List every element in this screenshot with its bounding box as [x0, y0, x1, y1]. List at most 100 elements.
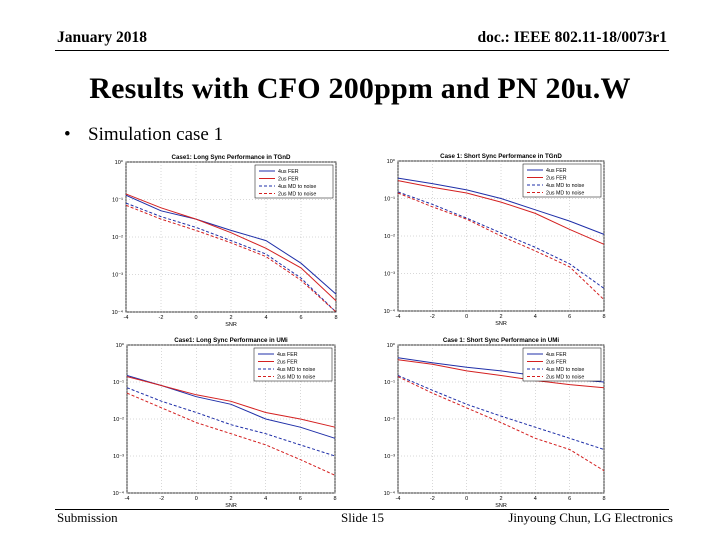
- x-tick-label: 6: [568, 314, 571, 320]
- legend-label: 2us FER: [546, 176, 567, 182]
- x-tick-label: 6: [299, 496, 302, 502]
- y-tick-label: 10⁻³: [384, 454, 395, 460]
- x-tick-label: 8: [333, 496, 336, 502]
- bullet-item: • Simulation case 1: [64, 124, 223, 146]
- chart-title: Case1: Long Sync Performance in TGnD: [172, 154, 291, 161]
- x-tick-label: 0: [194, 315, 197, 321]
- series-line: [126, 376, 336, 428]
- y-tick-label: 10⁻¹: [384, 197, 395, 203]
- x-tick-label: 2: [499, 314, 502, 320]
- x-tick-label: -4: [396, 496, 401, 502]
- y-tick-label: 10⁻³: [113, 454, 124, 460]
- header-divider: [55, 50, 669, 51]
- y-tick-label: 10⁻¹: [112, 198, 123, 204]
- x-tick-label: -2: [430, 496, 435, 502]
- bullet-text: Simulation case 1: [88, 124, 224, 145]
- x-tick-label: 8: [334, 315, 337, 321]
- series-line: [397, 376, 605, 472]
- x-tick-label: 6: [299, 315, 302, 321]
- header-date: January 2018: [57, 29, 147, 46]
- x-tick-label: -4: [124, 315, 129, 321]
- x-axis-label: SNR: [225, 322, 237, 328]
- x-axis-label: SNR: [495, 503, 507, 509]
- legend-label: 2us MD to noise: [546, 375, 584, 381]
- series-line: [125, 202, 337, 313]
- series-line: [397, 180, 605, 245]
- y-tick-label: 10⁻²: [384, 417, 395, 423]
- x-tick-label: -4: [125, 496, 130, 502]
- series-line: [126, 392, 336, 476]
- x-tick-label: -2: [430, 314, 435, 320]
- x-tick-label: -2: [159, 496, 164, 502]
- chart-2: Case 1: Short Sync Performance in TGnD -4…: [384, 153, 606, 327]
- y-tick-label: 10⁻³: [112, 273, 123, 279]
- y-tick-label: 10⁻²: [113, 417, 124, 423]
- y-tick-label: 10⁻¹: [384, 380, 395, 386]
- series-line: [125, 194, 337, 295]
- x-axis-label: SNR: [225, 503, 237, 509]
- chart-title: Case 1: Short Sync Performance in TGnD: [440, 153, 562, 160]
- legend-label: 4us MD to noise: [278, 184, 316, 190]
- x-tick-label: 0: [195, 496, 198, 502]
- x-tick-label: 2: [499, 496, 502, 502]
- legend-label: 2us FER: [277, 360, 298, 366]
- legend-label: 4us MD to noise: [277, 367, 315, 373]
- legend-label: 2us MD to noise: [278, 192, 316, 198]
- legend-label: 2us FER: [546, 360, 567, 366]
- chart-1: Case1: Long Sync Performance in TGnD -4 -2…: [112, 154, 338, 328]
- x-tick-label: -2: [159, 315, 164, 321]
- footer-author: Jinyoung Chun, LG Electronics: [508, 510, 673, 525]
- bullet-dot-icon: •: [64, 124, 71, 145]
- legend-label: 2us MD to noise: [546, 191, 584, 197]
- chart-4: Case 1: Short Sync Performance in UMi -4 -…: [384, 337, 606, 509]
- chart-title: Case 1: Short Sync Performance in UMi: [443, 337, 560, 344]
- y-tick-label: 10⁰: [115, 159, 124, 166]
- x-tick-label: 4: [264, 496, 267, 502]
- legend-label: 4us FER: [546, 352, 567, 358]
- legend-label: 4us FER: [277, 352, 298, 358]
- x-tick-label: 4: [264, 315, 267, 321]
- legend-label: 4us FER: [546, 168, 567, 174]
- footer-divider: [55, 509, 669, 510]
- legend-label: 4us MD to noise: [546, 367, 584, 373]
- footer-slide-number: Slide 15: [341, 510, 384, 525]
- series-line: [126, 387, 336, 457]
- series-line: [397, 177, 605, 235]
- slide-title: Results with CFO 200ppm and PN 20u.W: [89, 72, 631, 105]
- x-tick-label: 0: [465, 314, 468, 320]
- header-doc-id: doc.: IEEE 802.11-18/0073r1: [477, 29, 667, 46]
- legend-label: 4us FER: [278, 169, 299, 175]
- series-line: [397, 375, 605, 450]
- y-tick-label: 10⁻²: [112, 235, 123, 241]
- x-tick-label: 0: [465, 496, 468, 502]
- x-tick-label: 2: [229, 496, 232, 502]
- y-tick-label: 10⁻⁴: [113, 490, 125, 497]
- y-tick-label: 10⁻¹: [113, 380, 124, 386]
- y-tick-label: 10⁻⁴: [112, 309, 124, 316]
- series-line: [125, 193, 337, 302]
- y-tick-label: 10⁰: [116, 342, 125, 349]
- y-tick-label: 10⁻³: [384, 272, 395, 278]
- legend-label: 2us FER: [278, 177, 299, 183]
- x-tick-label: 4: [534, 314, 537, 320]
- x-tick-label: -4: [396, 314, 401, 320]
- series-line: [397, 191, 605, 289]
- y-tick-label: 10⁰: [387, 342, 396, 349]
- y-tick-label: 10⁻²: [384, 234, 395, 240]
- x-tick-label: 4: [534, 496, 537, 502]
- legend-label: 2us MD to noise: [277, 375, 315, 381]
- x-tick-label: 8: [602, 496, 605, 502]
- x-tick-label: 6: [568, 496, 571, 502]
- series-line: [397, 359, 605, 389]
- y-tick-label: 10⁻⁴: [384, 308, 396, 315]
- footer-submission: Submission: [57, 510, 118, 525]
- legend-label: 4us MD to noise: [546, 183, 584, 189]
- series-line: [125, 204, 337, 313]
- y-tick-label: 10⁻⁴: [384, 490, 396, 497]
- chart-title: Case1: Long Sync Performance in UMi: [174, 337, 288, 344]
- series-line: [397, 192, 605, 301]
- x-tick-label: 2: [229, 315, 232, 321]
- chart-3: Case1: Long Sync Performance in UMi -4 -2 0…: [113, 337, 337, 509]
- y-tick-label: 10⁰: [387, 158, 396, 165]
